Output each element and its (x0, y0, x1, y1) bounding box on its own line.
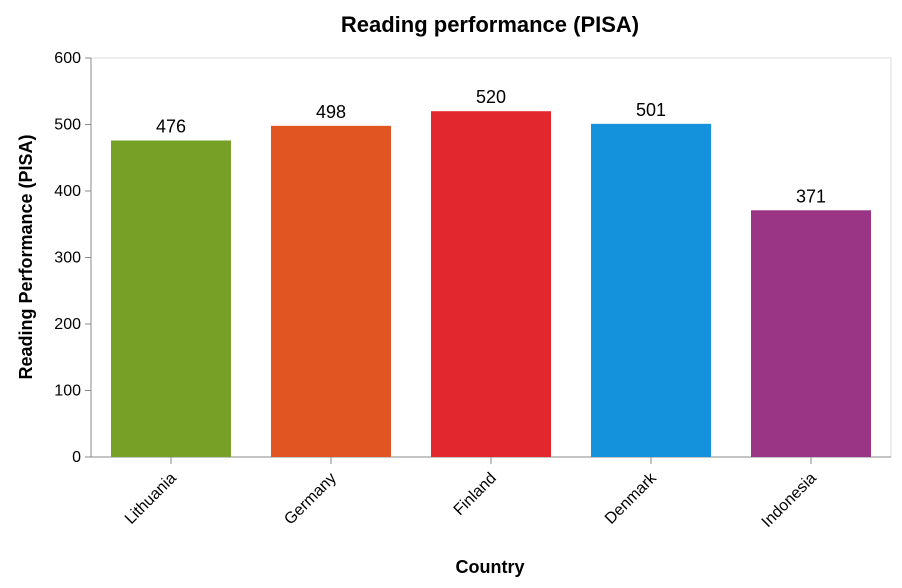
bar-indonesia[interactable] (751, 210, 871, 457)
y-tick-label: 300 (54, 250, 81, 267)
y-tick-label: 400 (54, 183, 81, 200)
x-axis-title: Country (456, 557, 525, 577)
y-tick-label: 0 (72, 449, 81, 466)
data-label: 498 (316, 102, 346, 122)
x-tick-label: Finland (451, 470, 500, 519)
data-label: 371 (796, 186, 826, 206)
y-tick-label: 600 (54, 50, 81, 67)
y-tick-label: 500 (54, 117, 81, 134)
y-tick-label: 200 (54, 316, 81, 333)
bar-germany[interactable] (271, 125, 391, 457)
x-tick-label: Lithuania (122, 470, 180, 528)
bar-finland[interactable] (431, 111, 551, 457)
x-tick-label: Germany (281, 470, 340, 529)
x-tick-label: Denmark (602, 469, 661, 528)
x-tick-label: Indonesia (759, 470, 820, 531)
bar-lithuania[interactable] (111, 140, 231, 457)
chart-title: Reading performance (PISA) (341, 12, 639, 37)
y-axis-title: Reading Performance (PISA) (16, 134, 36, 379)
plot-area: 0 100 200 300 400 500 600 476 Lithuania 498 German… (54, 50, 892, 531)
data-label: 501 (636, 100, 666, 120)
bar-denmark[interactable] (591, 123, 711, 458)
data-label: 520 (476, 87, 506, 107)
data-label: 476 (156, 116, 186, 136)
y-tick-label: 100 (54, 383, 81, 400)
